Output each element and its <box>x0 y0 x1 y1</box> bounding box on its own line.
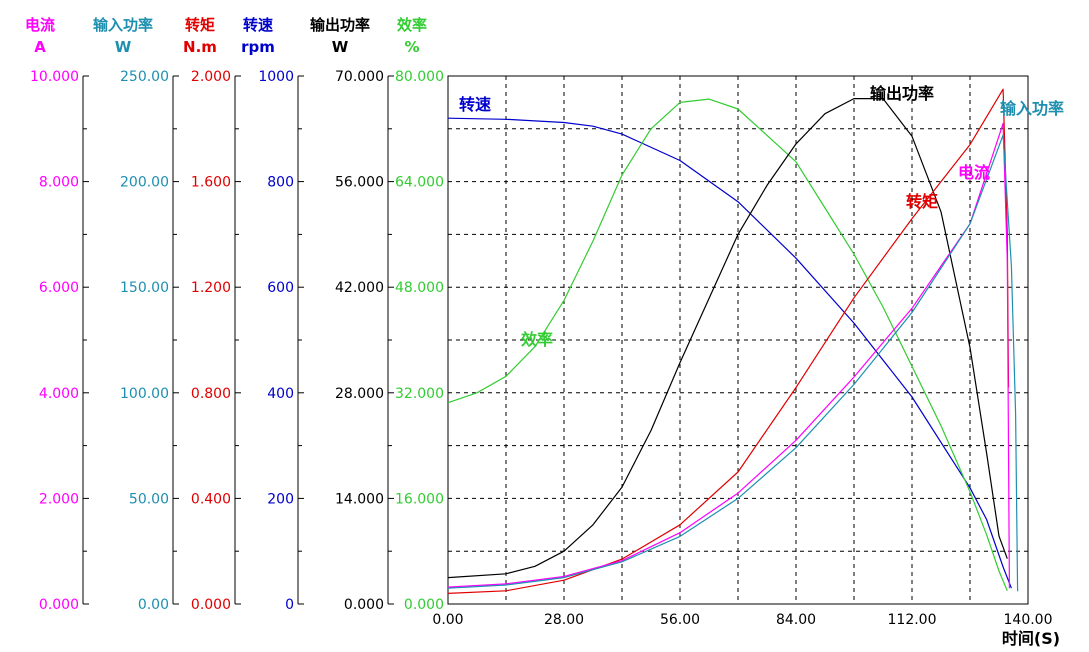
y-tick-label: 4.000 <box>39 386 79 402</box>
y-tick-label: 16.000 <box>395 491 444 507</box>
y-tick-label: 0.000 <box>191 597 231 613</box>
series-line-torque <box>447 88 1010 594</box>
y-tick-label: 0.000 <box>344 597 384 613</box>
y-tick-label: 70.000 <box>335 69 384 85</box>
axis-unit: N.m <box>183 38 217 56</box>
y-tick-label: 56.000 <box>335 175 384 191</box>
y-tick-label: 2.000 <box>191 69 231 85</box>
x-tick-label: 0.00 <box>432 612 463 628</box>
curve-label-output_power: 输出功率 <box>870 84 934 103</box>
y-axis-efficiency: 0.000 16.000 32.000 48.000 64.000 80.000 效率% <box>395 16 444 613</box>
y-tick-label: 1.200 <box>191 280 231 296</box>
x-tick-label: 140.00 <box>1004 612 1053 628</box>
x-tick-label: 28.00 <box>544 612 584 628</box>
series-line-speed <box>447 117 1012 589</box>
y-tick-label: 1000 <box>258 69 294 85</box>
curve-label-torque: 转矩 <box>906 192 938 211</box>
y-tick-label: 8.000 <box>39 175 79 191</box>
y-tick-label: 48.000 <box>395 280 444 296</box>
x-tick-label: 84.00 <box>776 612 816 628</box>
axis-title: 输出功率 <box>310 16 370 34</box>
x-tick-label: 56.00 <box>660 612 700 628</box>
y-tick-label: 10.000 <box>30 69 79 85</box>
series-line-efficiency <box>447 98 1008 592</box>
y-tick-label: 64.000 <box>395 175 444 191</box>
axis-unit: W <box>332 38 349 56</box>
y-tick-label: 200.00 <box>120 175 169 191</box>
x-axis-label: 时间(S) <box>1002 629 1060 648</box>
y-tick-label: 32.000 <box>395 386 444 402</box>
curve-label-input_power: 输入功率 <box>1000 99 1064 118</box>
y-tick-label: 50.00 <box>129 491 169 507</box>
axis-unit: % <box>404 38 419 56</box>
y-tick-label: 0 <box>285 597 294 613</box>
y-tick-label: 200 <box>267 491 294 507</box>
y-axis-speed: 0 200 400 600 800 1000 转速 rpm <box>241 16 304 613</box>
y-axis-input_power: 0.00 50.00 100.00 150.00 200.00 250.00 输入功率 W <box>93 16 179 613</box>
y-tick-label: 100.00 <box>120 386 169 402</box>
series-line-input_power <box>447 134 1019 592</box>
y-tick-label: 2.000 <box>39 491 79 507</box>
y-tick-label: 14.000 <box>335 491 384 507</box>
y-axes: 0.000 2.000 4.000 6.000 8.000 10.000 电流 A 0.00 50… <box>25 16 444 613</box>
y-tick-label: 0.00 <box>138 597 169 613</box>
y-tick-label: 250.00 <box>120 69 169 85</box>
y-tick-label: 28.000 <box>335 386 384 402</box>
curve-label-current: 电流 <box>958 163 990 182</box>
axis-unit: W <box>115 38 132 56</box>
curve-label-speed: 转速 <box>459 95 491 114</box>
axis-unit: A <box>34 38 46 56</box>
y-tick-label: 1.600 <box>191 175 231 191</box>
y-tick-label: 150.00 <box>120 280 169 296</box>
y-tick-label: 0.000 <box>404 597 444 613</box>
series-line-output_power <box>447 98 1008 579</box>
y-tick-label: 0.800 <box>191 386 231 402</box>
x-tick-label: 112.00 <box>888 612 937 628</box>
y-tick-label: 800 <box>267 175 294 191</box>
y-tick-label: 6.000 <box>39 280 79 296</box>
y-tick-label: 0.400 <box>191 491 231 507</box>
y-tick-label: 600 <box>267 280 294 296</box>
series-lines <box>447 88 1019 594</box>
curve-label-efficiency: 效率 <box>521 330 553 349</box>
y-tick-label: 42.000 <box>335 280 384 296</box>
y-axis-torque: 0.000 0.400 0.800 1.200 1.600 2.000 转矩 N.m <box>183 16 241 613</box>
y-tick-label: 400 <box>267 386 294 402</box>
axis-title: 输入功率 <box>93 16 153 34</box>
y-tick-label: 0.000 <box>39 597 79 613</box>
axis-title: 效率 <box>397 16 427 34</box>
axis-unit: rpm <box>241 38 275 56</box>
grid-lines <box>447 75 1029 605</box>
y-axis-current: 0.000 2.000 4.000 6.000 8.000 10.000 电流 A <box>25 16 89 613</box>
axis-title: 电流 <box>25 16 55 34</box>
y-axis-output_power: 0.000 14.000 28.000 42.000 56.000 70.000 输出功率 W <box>310 16 394 613</box>
axis-title: 转速 <box>243 16 273 34</box>
y-tick-label: 80.000 <box>395 69 444 85</box>
series-line-current <box>447 122 1010 589</box>
axis-title: 转矩 <box>185 16 215 34</box>
